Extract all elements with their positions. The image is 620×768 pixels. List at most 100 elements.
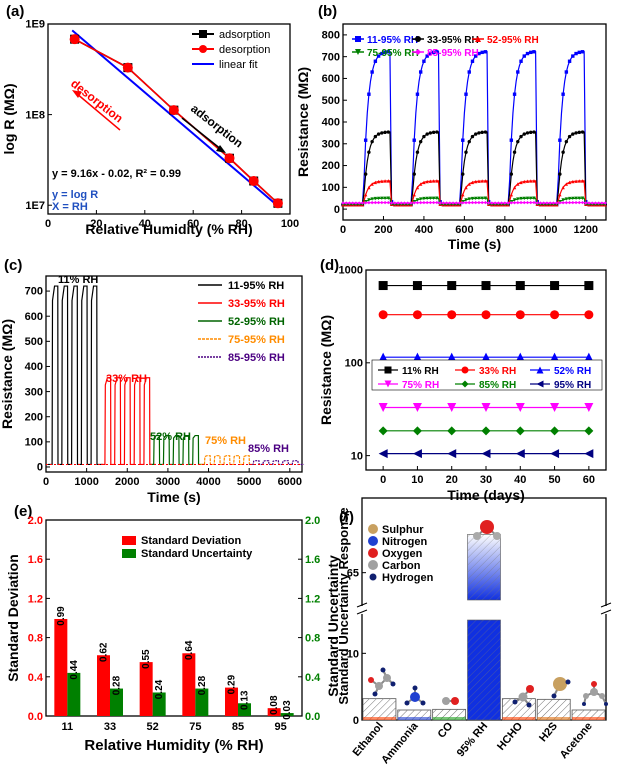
data-point-33-95% RH — [383, 130, 387, 135]
data-point-desorption — [122, 62, 133, 73]
data-point-52-95% RH — [474, 179, 478, 184]
data-point-75-95% RH — [422, 196, 426, 201]
x-tick-label: 6000 — [278, 476, 302, 488]
data-point-11-95% RH — [577, 50, 581, 55]
y-tick-label: 1000 — [339, 265, 363, 277]
legend-label: linear fit — [219, 59, 258, 71]
data-point-desorption — [272, 198, 283, 209]
x-tick-label: 75 — [189, 721, 201, 733]
atom — [599, 693, 605, 699]
axis-break-mark — [356, 602, 368, 608]
bar-Standard Deviation — [97, 655, 110, 716]
series-line-33-95% RH — [100, 377, 156, 466]
annotation-fit-equation: y = 9.16x - 0.02, R² = 0.99 — [52, 168, 181, 180]
legend-label: 75% RH — [402, 380, 439, 391]
data-point-33-95% RH — [467, 139, 471, 144]
data-point-85-95% RH — [402, 201, 407, 205]
data-point-75-95% RH — [571, 196, 575, 201]
legend-label: 33-95% RH — [228, 298, 285, 310]
x-tick-label: 60 — [583, 474, 595, 486]
data-point-85-95% RH — [522, 200, 526, 205]
data-point-52-95% RH — [516, 182, 520, 186]
panel-d: (d) 0 10 20 30 40 50 60 10 100 1000 Time (days) Resi… — [318, 257, 607, 503]
annotation-adsorption: adsorption — [188, 101, 245, 150]
atom — [604, 702, 608, 706]
y2-tick-label: 1.6 — [305, 554, 320, 566]
data-point-95% RH — [447, 449, 457, 459]
data-point-11-95% RH — [509, 138, 514, 142]
data-point-33-95% RH — [525, 131, 530, 135]
legend-label: 33% RH — [479, 366, 516, 377]
data-point-33-95% RH — [574, 131, 578, 135]
data-point-33-95% RH — [380, 131, 384, 135]
legend-label: 11-95% RH — [228, 280, 284, 292]
data-point-52-95% RH — [580, 179, 585, 183]
legend-marker — [475, 36, 481, 42]
panel-c: (c) 0 1000 2000 3000 4000 5000 6000 0 100 200 300 40… — [0, 257, 305, 505]
data-point-52-95% RH — [383, 179, 387, 183]
data-point-75-95% RH — [428, 196, 433, 201]
data-point-75-95% RH — [380, 196, 384, 201]
bar-value-label: 0.99 — [56, 606, 67, 626]
data-point-75-95% RH — [519, 196, 523, 201]
data-point-52-95% RH — [467, 182, 471, 186]
data-point-75-95% RH — [483, 196, 488, 200]
data-point-75% RH — [481, 402, 491, 412]
data-point-52-95% RH — [415, 185, 420, 190]
bar-Standard Uncertainty — [280, 713, 294, 716]
data-point-52-95% RH — [380, 179, 384, 183]
bar-value-label: 0.44 — [69, 660, 80, 680]
legend-atom-marker — [368, 524, 378, 534]
data-point-85-95% RH — [512, 200, 517, 205]
bar-value-label: 0.13 — [240, 690, 251, 710]
bar-value-label: 0.03 — [282, 700, 293, 720]
data-point-85-95% RH — [457, 201, 462, 205]
x-tick-label: CO — [436, 720, 456, 741]
data-point-11-95% RH — [522, 54, 526, 58]
x-tick-label: 80 — [235, 218, 247, 230]
bar-value-label: 0.28 — [197, 675, 208, 695]
x-axis-label: Relative Humidity (% RH) — [85, 221, 252, 237]
acetone-molecule-icon — [582, 681, 608, 706]
y-tick-label: 200 — [25, 411, 43, 423]
data-point-85-95% RH — [341, 201, 345, 205]
data-point-52-95% RH — [571, 179, 575, 184]
data-point-11-95% RH — [561, 92, 565, 96]
data-point-11-95% RH — [483, 50, 488, 54]
data-point-52% RH — [550, 352, 560, 362]
data-point-75% RH — [584, 402, 594, 412]
data-point-52-95% RH — [428, 179, 433, 183]
data-point-85-95% RH — [367, 200, 371, 205]
atom — [420, 700, 426, 706]
data-point-75-95% RH — [376, 196, 381, 201]
data-point-85-95% RH — [516, 200, 520, 205]
data-point-33-95% RH — [367, 150, 371, 154]
data-point-11-95% RH — [373, 59, 378, 63]
data-point-11% RH — [550, 281, 560, 291]
atom — [451, 697, 459, 705]
data-point-33-95% RH — [577, 130, 581, 135]
data-point-95% RH — [481, 449, 491, 459]
panel-a: (a) 0 20 40 60 80 100 1E7 1E8 1E9 Relative Humidit… — [1, 3, 299, 237]
data-point-11% RH — [515, 281, 525, 291]
data-point-11% RH — [447, 281, 457, 291]
x-axis-label: Time (days) — [447, 487, 525, 503]
legend-label: 85-95% RH — [228, 352, 285, 364]
data-point-75-95% RH — [464, 198, 468, 202]
y-axis-label: Standard Uncertainty — [325, 555, 341, 697]
bar-Standard Deviation — [139, 662, 153, 716]
bar-hatch — [467, 620, 501, 720]
data-point-52-95% RH — [370, 182, 374, 186]
data-point-85-95% RH — [386, 200, 391, 205]
data-point-33-95% RH — [571, 132, 575, 136]
data-point-52-95% RH — [483, 179, 488, 183]
water-molecule-icon — [473, 520, 501, 540]
x-tick-label: HCHO — [495, 720, 525, 753]
x-axis-label: Relative Humidity (% RH) — [84, 737, 263, 754]
data-point-85-95% RH — [503, 201, 507, 205]
x-tick-label: 30 — [480, 474, 492, 486]
data-point-33-95% RH — [422, 134, 426, 139]
bar-value-label: 0.29 — [227, 674, 238, 694]
annotation-rh-label: 33% RH — [106, 373, 147, 385]
y-tick-label: 1.6 — [28, 554, 43, 566]
